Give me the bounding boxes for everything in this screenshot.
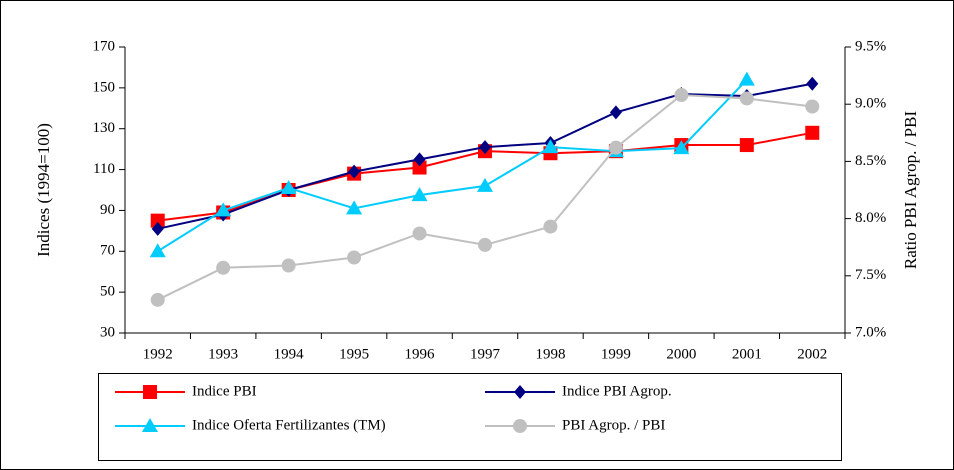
data-point	[608, 140, 623, 155]
data-point	[280, 179, 297, 194]
data-point	[281, 258, 296, 273]
data-point	[149, 243, 166, 258]
x-tick-label: 1992	[143, 346, 173, 362]
data-point	[216, 260, 231, 275]
data-point	[674, 88, 689, 103]
data-point	[412, 226, 427, 241]
data-point	[543, 219, 558, 234]
legend-marker	[514, 385, 526, 399]
y2-tick-label: 9.0%	[855, 96, 886, 112]
data-point	[738, 71, 755, 86]
y-tick-label: 30	[100, 324, 115, 340]
data-point	[542, 139, 559, 154]
legend-label: PBI Agrop. / PBI	[562, 417, 665, 433]
y-axis-title: Indices (1994=100)	[34, 123, 53, 257]
legend-marker	[513, 419, 527, 433]
legend-label: Indice PBI Agrop.	[562, 383, 672, 399]
x-tick-label: 1999	[601, 346, 631, 362]
data-point	[150, 292, 165, 307]
y-tick-label: 150	[93, 79, 116, 95]
legend-label: Indice PBI	[192, 383, 257, 399]
data-point	[609, 105, 622, 120]
x-tick-label: 1998	[535, 346, 565, 362]
data-point	[348, 164, 361, 179]
x-tick-label: 1996	[405, 346, 436, 362]
y2-tick-label: 7.0%	[855, 324, 886, 340]
x-tick-label: 2001	[732, 346, 762, 362]
data-point	[805, 99, 820, 114]
data-point	[478, 237, 492, 252]
data-point	[347, 250, 362, 265]
legend-box	[98, 373, 842, 461]
x-tick-label: 1994	[274, 346, 305, 362]
y-tick-label: 130	[93, 120, 116, 136]
y-tick-label: 110	[93, 161, 115, 177]
legend-label: Indice Oferta Fertilizantes (TM)	[192, 417, 386, 433]
data-point	[412, 160, 427, 175]
y2-tick-label: 7.5%	[855, 267, 886, 283]
data-point	[215, 202, 232, 217]
data-point	[411, 187, 428, 202]
y-tick-label: 50	[100, 284, 115, 300]
x-tick-label: 1997	[470, 346, 501, 362]
legend-marker	[143, 385, 157, 399]
data-point	[346, 200, 363, 215]
y-tick-label: 90	[100, 202, 115, 218]
y2-tick-label: 8.0%	[855, 210, 886, 226]
y2-tick-label: 9.5%	[855, 38, 886, 54]
y-tick-label: 170	[93, 38, 116, 54]
data-point	[477, 177, 493, 192]
x-tick-label: 2000	[666, 346, 696, 362]
data-point	[673, 140, 690, 155]
y2-tick-label: 8.5%	[855, 153, 886, 169]
x-tick-label: 2002	[797, 346, 827, 362]
data-point	[805, 125, 820, 140]
data-point	[150, 213, 165, 228]
x-tick-label: 1993	[208, 346, 238, 362]
series-line	[157, 78, 748, 253]
y-tick-label: 70	[100, 243, 115, 259]
data-point	[739, 138, 754, 153]
legend-marker	[142, 418, 158, 432]
data-point	[806, 76, 819, 91]
data-point	[739, 91, 754, 106]
data-point	[151, 221, 164, 236]
data-point	[413, 152, 426, 167]
data-point	[479, 140, 491, 155]
x-tick-label: 1995	[339, 346, 369, 362]
y2-axis-title: Ratio PBI Agrop. / PBI	[901, 111, 920, 270]
